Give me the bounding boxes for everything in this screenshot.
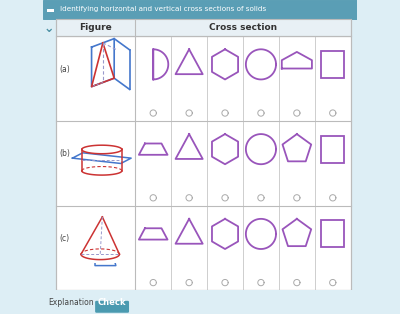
Bar <box>322 136 344 163</box>
Bar <box>279 36 315 121</box>
Bar <box>43 0 357 19</box>
Text: (c): (c) <box>59 234 70 243</box>
Text: Cross section: Cross section <box>209 23 277 32</box>
Bar <box>82 149 122 171</box>
Bar <box>56 19 351 36</box>
Text: ⌄: ⌄ <box>44 22 54 35</box>
Text: Figure: Figure <box>79 23 112 32</box>
Bar <box>56 36 351 290</box>
Bar <box>322 51 344 78</box>
Text: (b): (b) <box>59 149 70 158</box>
Bar <box>47 9 54 12</box>
FancyBboxPatch shape <box>95 301 129 313</box>
Text: Check: Check <box>98 298 126 307</box>
Bar <box>43 290 357 314</box>
Bar <box>78 214 122 263</box>
Bar <box>322 220 344 247</box>
Text: Identifying horizontal and vertical cross sections of solids: Identifying horizontal and vertical cros… <box>60 6 266 13</box>
Text: (a): (a) <box>59 65 70 73</box>
Text: Explanation: Explanation <box>48 298 94 307</box>
